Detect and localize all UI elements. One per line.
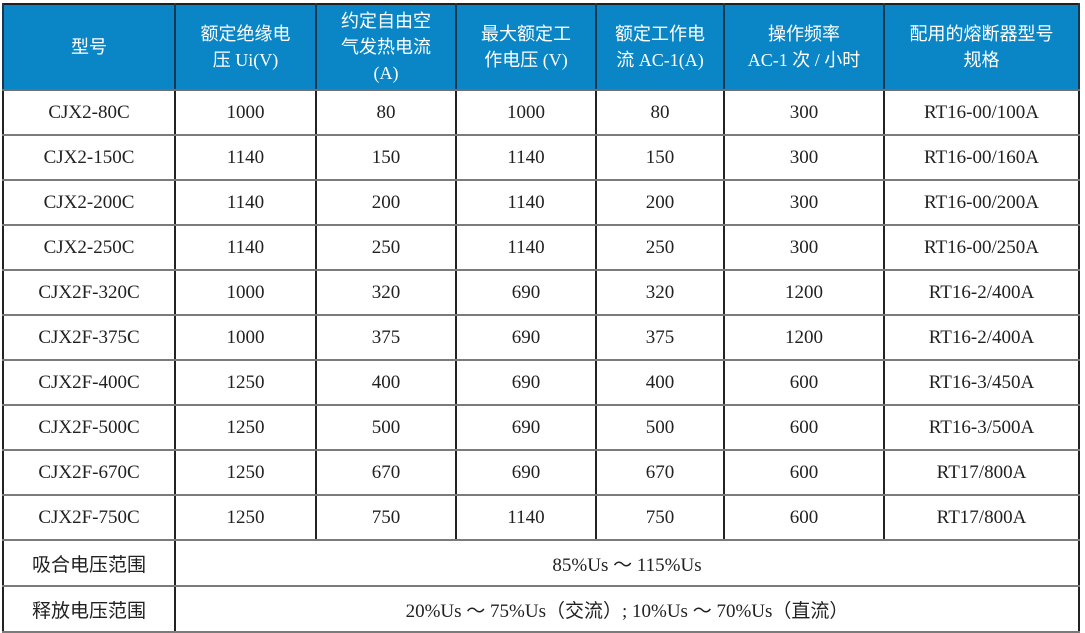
cell-fuse-spec: RT16-2/400A xyxy=(883,314,1080,361)
release-voltage-label: 释放电压范围 xyxy=(2,585,176,633)
table-body: CJX2-80C 1000 80 1000 80 300 RT16-00/100A CJX2-… xyxy=(2,89,1080,541)
cell-insulation-voltage: 1250 xyxy=(174,359,317,406)
table-row: CJX2-80C 1000 80 1000 80 300 RT16-00/100A xyxy=(2,89,1080,136)
table-row: CJX2-250C 1140 250 1140 250 300 RT16-00/250A xyxy=(2,224,1080,271)
cell-operation-frequency: 1200 xyxy=(723,269,885,316)
cell-fuse-spec: RT16-00/100A xyxy=(883,89,1080,136)
cell-thermal-current: 375 xyxy=(315,314,457,361)
cell-operation-frequency: 600 xyxy=(723,359,885,406)
cell-model: CJX2F-750C xyxy=(2,494,176,541)
table-row: CJX2F-500C 1250 500 690 500 600 RT16-3/500A xyxy=(2,404,1080,451)
header-working-current: 额定工作电 流 AC-1(A) xyxy=(595,4,725,91)
table-row: CJX2F-320C 1000 320 690 320 1200 RT16-2/400A xyxy=(2,269,1080,316)
pickup-voltage-row: 吸合电压范围 85%Us ～ 115%Us xyxy=(2,539,1080,587)
cell-model: CJX2F-320C xyxy=(2,269,176,316)
cell-thermal-current: 250 xyxy=(315,224,457,271)
table-row: CJX2-200C 1140 200 1140 200 300 RT16-00/200A xyxy=(2,179,1080,226)
table-row: CJX2F-375C 1000 375 690 375 1200 RT16-2/400A xyxy=(2,314,1080,361)
cell-fuse-spec: RT17/800A xyxy=(883,494,1080,541)
cell-working-current: 400 xyxy=(595,359,725,406)
cell-thermal-current: 200 xyxy=(315,179,457,226)
contactor-spec-table: 型号 额定绝缘电 压 Ui(V) 约定自由空 气发热电流 (A) 最大额定工 作… xyxy=(2,3,1080,633)
cell-operation-frequency: 600 xyxy=(723,404,885,451)
cell-operation-frequency: 300 xyxy=(723,89,885,136)
release-voltage-row: 释放电压范围 20%Us ～ 75%Us（交流）; 10%Us ～ 70%Us（… xyxy=(2,585,1080,633)
cell-working-current: 150 xyxy=(595,134,725,181)
pickup-voltage-value: 85%Us ～ 115%Us xyxy=(174,539,1080,587)
cell-fuse-spec: RT16-00/200A xyxy=(883,179,1080,226)
cell-max-working-voltage: 1140 xyxy=(455,224,597,271)
cell-thermal-current: 670 xyxy=(315,449,457,496)
cell-insulation-voltage: 1140 xyxy=(174,179,317,226)
pickup-voltage-label: 吸合电压范围 xyxy=(2,539,176,587)
cell-model: CJX2F-400C xyxy=(2,359,176,406)
cell-thermal-current: 320 xyxy=(315,269,457,316)
cell-working-current: 200 xyxy=(595,179,725,226)
header-fuse-spec: 配用的熔断器型号 规格 xyxy=(883,4,1080,91)
header-max-working-voltage: 最大额定工 作电压 (V) xyxy=(455,4,597,91)
cell-working-current: 750 xyxy=(595,494,725,541)
cell-model: CJX2F-375C xyxy=(2,314,176,361)
cell-insulation-voltage: 1000 xyxy=(174,314,317,361)
cell-model: CJX2-250C xyxy=(2,224,176,271)
header-thermal-current: 约定自由空 气发热电流 (A) xyxy=(315,4,457,91)
cell-operation-frequency: 600 xyxy=(723,449,885,496)
cell-operation-frequency: 300 xyxy=(723,179,885,226)
cell-working-current: 320 xyxy=(595,269,725,316)
cell-thermal-current: 500 xyxy=(315,404,457,451)
cell-fuse-spec: RT16-00/250A xyxy=(883,224,1080,271)
contactor-spec-table-container: 型号 额定绝缘电 压 Ui(V) 约定自由空 气发热电流 (A) 最大额定工 作… xyxy=(2,3,1080,633)
cell-thermal-current: 400 xyxy=(315,359,457,406)
table-row: CJX2-150C 1140 150 1140 150 300 RT16-00/160A xyxy=(2,134,1080,181)
cell-fuse-spec: RT17/800A xyxy=(883,449,1080,496)
header-insulation-voltage: 额定绝缘电 压 Ui(V) xyxy=(174,4,317,91)
cell-model: CJX2-150C xyxy=(2,134,176,181)
cell-model: CJX2F-670C xyxy=(2,449,176,496)
cell-max-working-voltage: 1140 xyxy=(455,179,597,226)
cell-thermal-current: 80 xyxy=(315,89,457,136)
cell-insulation-voltage: 1250 xyxy=(174,494,317,541)
cell-thermal-current: 750 xyxy=(315,494,457,541)
cell-insulation-voltage: 1250 xyxy=(174,449,317,496)
cell-max-working-voltage: 690 xyxy=(455,314,597,361)
cell-max-working-voltage: 1140 xyxy=(455,494,597,541)
cell-working-current: 80 xyxy=(595,89,725,136)
cell-model: CJX2-80C xyxy=(2,89,176,136)
cell-model: CJX2F-500C xyxy=(2,404,176,451)
table-row: CJX2F-750C 1250 750 1140 750 600 RT17/800A xyxy=(2,494,1080,541)
header-model: 型号 xyxy=(2,4,176,91)
cell-max-working-voltage: 690 xyxy=(455,404,597,451)
cell-operation-frequency: 1200 xyxy=(723,314,885,361)
cell-fuse-spec: RT16-00/160A xyxy=(883,134,1080,181)
cell-working-current: 670 xyxy=(595,449,725,496)
cell-insulation-voltage: 1140 xyxy=(174,134,317,181)
cell-operation-frequency: 600 xyxy=(723,494,885,541)
table-footer: 吸合电压范围 85%Us ～ 115%Us 释放电压范围 20%Us ～ 75%… xyxy=(2,539,1080,633)
cell-max-working-voltage: 690 xyxy=(455,269,597,316)
cell-insulation-voltage: 1250 xyxy=(174,404,317,451)
cell-fuse-spec: RT16-3/450A xyxy=(883,359,1080,406)
cell-max-working-voltage: 690 xyxy=(455,359,597,406)
cell-max-working-voltage: 690 xyxy=(455,449,597,496)
cell-working-current: 375 xyxy=(595,314,725,361)
header-row: 型号 额定绝缘电 压 Ui(V) 约定自由空 气发热电流 (A) 最大额定工 作… xyxy=(2,4,1080,91)
cell-fuse-spec: RT16-3/500A xyxy=(883,404,1080,451)
cell-fuse-spec: RT16-2/400A xyxy=(883,269,1080,316)
header-operation-frequency: 操作频率 AC-1 次 / 小时 xyxy=(723,4,885,91)
release-voltage-value: 20%Us ～ 75%Us（交流）; 10%Us ～ 70%Us（直流） xyxy=(174,585,1080,633)
cell-insulation-voltage: 1000 xyxy=(174,269,317,316)
cell-thermal-current: 150 xyxy=(315,134,457,181)
cell-operation-frequency: 300 xyxy=(723,224,885,271)
cell-operation-frequency: 300 xyxy=(723,134,885,181)
cell-insulation-voltage: 1000 xyxy=(174,89,317,136)
cell-working-current: 500 xyxy=(595,404,725,451)
table-header: 型号 额定绝缘电 压 Ui(V) 约定自由空 气发热电流 (A) 最大额定工 作… xyxy=(2,4,1080,91)
table-row: CJX2F-400C 1250 400 690 400 600 RT16-3/450A xyxy=(2,359,1080,406)
cell-max-working-voltage: 1000 xyxy=(455,89,597,136)
cell-working-current: 250 xyxy=(595,224,725,271)
table-row: CJX2F-670C 1250 670 690 670 600 RT17/800A xyxy=(2,449,1080,496)
cell-max-working-voltage: 1140 xyxy=(455,134,597,181)
cell-model: CJX2-200C xyxy=(2,179,176,226)
cell-insulation-voltage: 1140 xyxy=(174,224,317,271)
